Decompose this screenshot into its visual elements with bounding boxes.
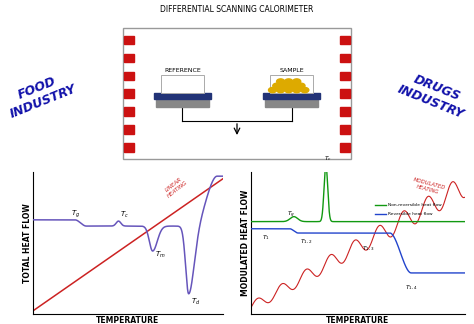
Bar — [124, 125, 134, 134]
Text: $T_1$: $T_1$ — [262, 233, 270, 242]
Circle shape — [289, 83, 297, 88]
Bar — [340, 89, 350, 98]
Circle shape — [277, 87, 284, 93]
Text: FOOD
INDUSTRY: FOOD INDUSTRY — [2, 69, 78, 121]
Bar — [340, 72, 350, 80]
Text: $T_{1,2}$: $T_{1,2}$ — [301, 238, 313, 246]
Text: DRUGS
INDUSTRY: DRUGS INDUSTRY — [396, 69, 472, 121]
Bar — [124, 107, 134, 116]
Y-axis label: TOTAL HEAT FLOW: TOTAL HEAT FLOW — [23, 203, 32, 283]
Text: $T_{1,4}$: $T_{1,4}$ — [405, 283, 418, 292]
Bar — [156, 98, 209, 107]
Bar — [340, 143, 350, 152]
Bar — [124, 36, 134, 44]
X-axis label: TEMPERATURE: TEMPERATURE — [96, 316, 160, 324]
Circle shape — [293, 79, 301, 84]
Circle shape — [284, 87, 293, 93]
Bar — [124, 72, 134, 80]
Bar — [270, 75, 313, 93]
Text: Reversible heat flow: Reversible heat flow — [388, 213, 432, 216]
Text: LINEAR
HEATING: LINEAR HEATING — [163, 175, 188, 198]
Text: $T_c$: $T_c$ — [324, 154, 331, 163]
Text: DIFFERENTIAL SCANNING CALORIMETER: DIFFERENTIAL SCANNING CALORIMETER — [160, 5, 314, 14]
Circle shape — [297, 83, 305, 88]
Circle shape — [281, 83, 289, 88]
Y-axis label: MODULATED HEAT FLOW: MODULATED HEAT FLOW — [241, 190, 250, 296]
Circle shape — [277, 79, 284, 84]
Bar — [340, 107, 350, 116]
Bar — [340, 54, 350, 62]
Bar — [161, 75, 204, 93]
Text: $T_d$: $T_d$ — [191, 296, 200, 307]
Text: $T_{1,3}$: $T_{1,3}$ — [362, 245, 375, 253]
Bar — [124, 54, 134, 62]
Bar — [263, 93, 320, 98]
Text: $T_m$: $T_m$ — [155, 250, 166, 260]
Text: $T_c$: $T_c$ — [120, 210, 129, 220]
Bar — [124, 89, 134, 98]
Bar — [124, 143, 134, 152]
Bar — [154, 93, 211, 98]
Circle shape — [273, 83, 281, 88]
Circle shape — [268, 87, 277, 93]
Circle shape — [301, 87, 309, 93]
Text: REFERENCE: REFERENCE — [164, 68, 201, 73]
Bar — [340, 36, 350, 44]
Circle shape — [293, 87, 301, 93]
Circle shape — [284, 79, 293, 84]
Polygon shape — [123, 28, 351, 159]
Bar — [340, 125, 350, 134]
Bar — [265, 98, 318, 107]
Text: $T_g$: $T_g$ — [71, 209, 80, 220]
Text: $T_g$: $T_g$ — [287, 210, 295, 220]
X-axis label: TEMPERATURE: TEMPERATURE — [326, 316, 390, 324]
Text: SAMPLE: SAMPLE — [279, 68, 304, 73]
Text: Non-reversible heat flow: Non-reversible heat flow — [388, 202, 441, 206]
Text: MODULATED
HEATING: MODULATED HEATING — [411, 178, 446, 196]
